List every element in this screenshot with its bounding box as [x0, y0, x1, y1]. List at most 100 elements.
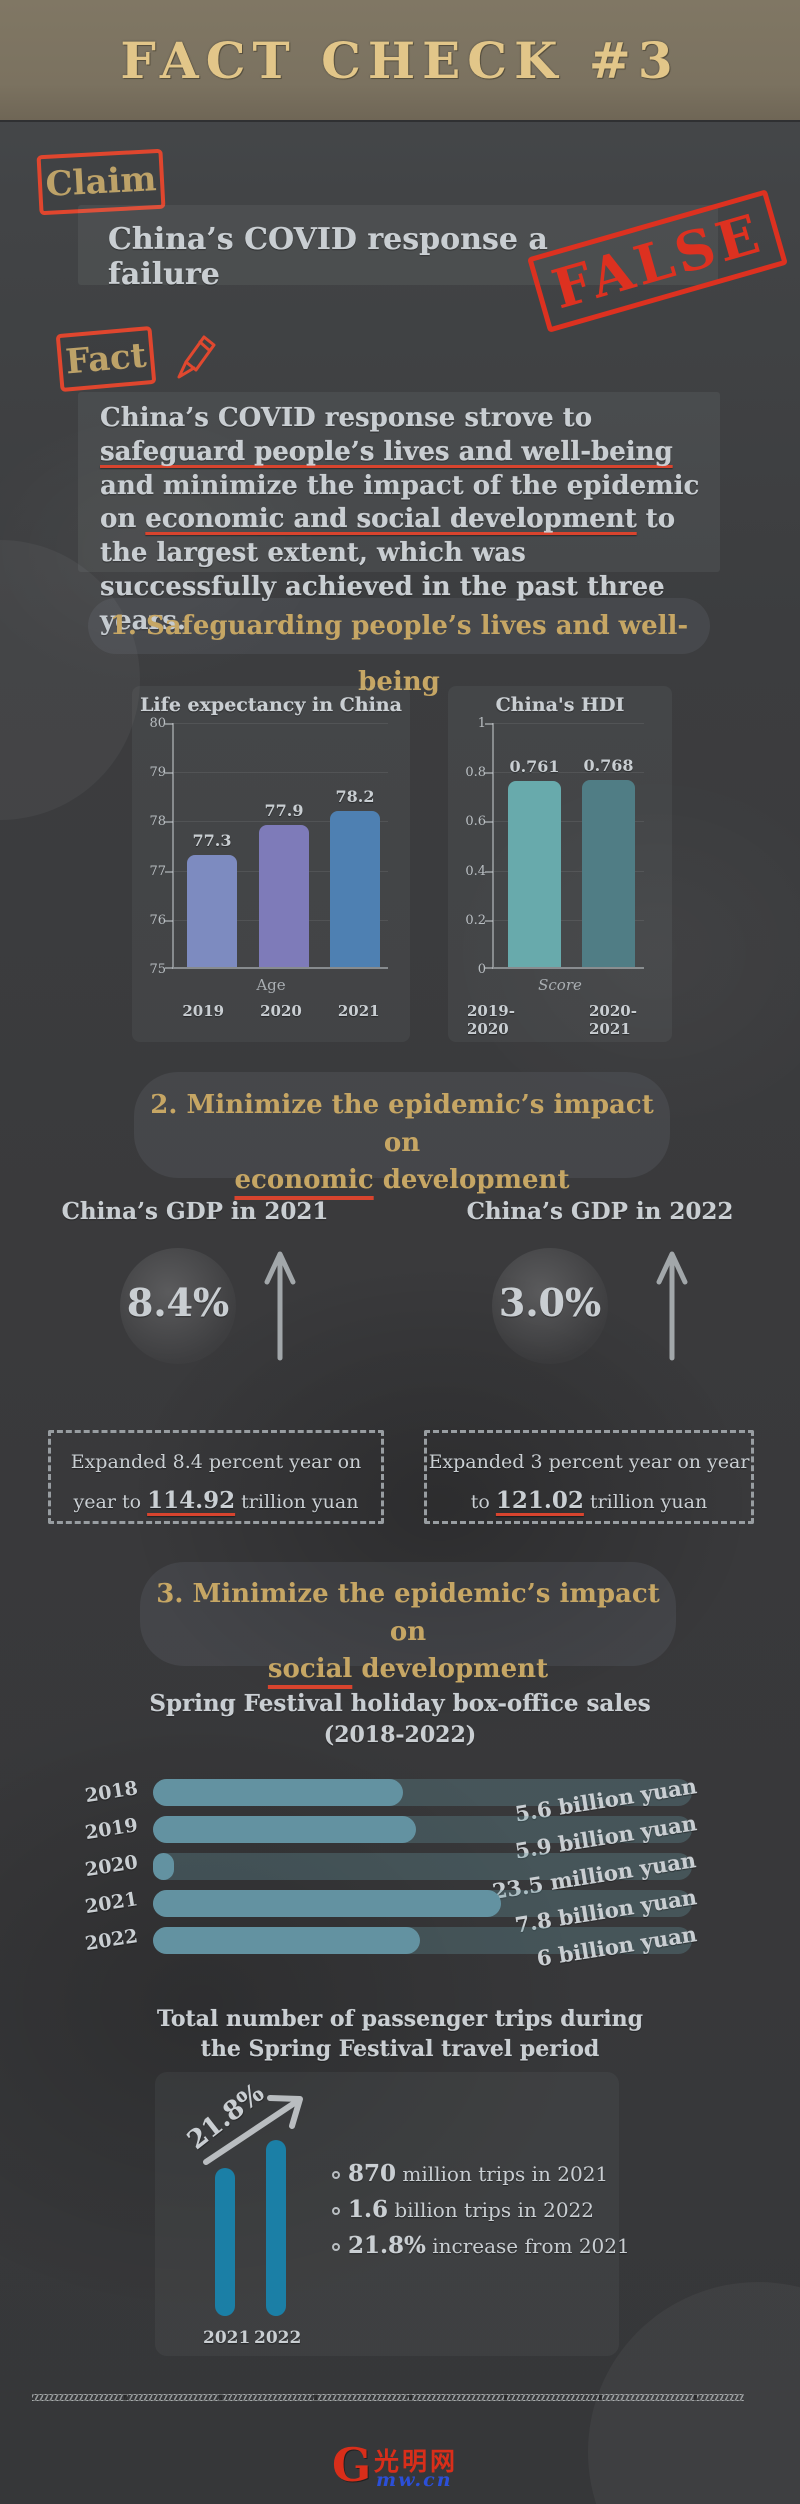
y-tick-label: 76 [149, 913, 166, 928]
fact-seg: and minimize the impact of the epidemic … [100, 470, 700, 535]
y-tick-label: 0.4 [465, 864, 486, 879]
gdp-2022-note-box: Expanded 3 percent year on year to 121.0… [424, 1430, 754, 1524]
trips-bar-2021 [215, 2168, 235, 2316]
plot-area: 77.3 77.9 78.2 [165, 723, 388, 969]
bullet-strong: 870 [348, 2160, 397, 2187]
bar-value-label: 77.9 [264, 801, 304, 821]
claim-text: China’s COVID response a failure [108, 222, 548, 292]
gridline [174, 772, 388, 773]
section3-title-rest: development [352, 1654, 549, 1685]
bullet-strong: 21.8% [348, 2232, 426, 2259]
tick-mark [485, 967, 493, 969]
gridline [494, 723, 644, 724]
gridline [174, 723, 388, 724]
gmw-logo: G 光明网 mw.cn [332, 2438, 482, 2498]
tick-mark [485, 723, 493, 725]
chart-life-expectancy: Life expectancy in China 80 79 78 77 76 … [132, 686, 410, 1042]
note-text: trillion yuan [235, 1491, 359, 1514]
bullet-ring-icon [332, 2171, 340, 2179]
trips-bar-2022 [266, 2140, 286, 2316]
gdp-2021-value: 8.4% [126, 1280, 230, 1325]
chart-hdi: China's HDI 1 0.8 0.6 0.4 0.2 0 0.761 0.… [448, 686, 672, 1042]
chart-title: China's HDI [495, 694, 625, 716]
trips-year-label: 2021 [203, 2328, 251, 2348]
note-highlight-value: 114.92 [147, 1487, 236, 1515]
footer-divider [32, 2394, 744, 2401]
trips-title-line2: the Spring Festival travel period [200, 2036, 600, 2062]
trips-year-label: 2022 [254, 2328, 302, 2348]
section1-heading: 1. Safeguarding people’s lives and well-… [88, 598, 710, 697]
tick-mark [165, 967, 173, 969]
bar-2019-2020 [508, 781, 561, 967]
hbar-track [153, 1816, 692, 1843]
boxoffice-title-line2: (2018-2022) [323, 1722, 477, 1748]
y-tick-label: 80 [149, 716, 166, 731]
gdp-2022-heading: China’s GDP in 2022 [466, 1198, 734, 1225]
tick-mark [485, 821, 493, 823]
legend-label: 2019 [182, 1002, 225, 1020]
legend-item: 2020 [240, 1002, 302, 1020]
hbar-track [153, 1853, 692, 1880]
bullet-text: million trips in 2021 [396, 2162, 609, 2186]
hbar-track [153, 1927, 692, 1954]
hbar-fill [153, 1816, 417, 1843]
gridline [174, 821, 388, 822]
claim-text-panel [78, 205, 718, 285]
underlined-phrase: economic and social development [145, 504, 637, 535]
legend-item: 2019 [162, 1002, 224, 1020]
y-tick-label: 0.6 [465, 814, 486, 829]
fact-paragraph-panel [78, 392, 720, 572]
arrow-up-icon [656, 1251, 688, 1361]
tick-mark [485, 920, 493, 922]
section2-title-rest: development [373, 1165, 570, 1196]
tick-mark [485, 871, 493, 873]
tick-mark [165, 723, 173, 725]
bar-column: 0.768 [582, 723, 635, 967]
trips-title-line1: Total number of passenger trips during [157, 2006, 643, 2032]
gdp-2021-note-box: Expanded 8.4 percent year on year to 114… [48, 1430, 384, 1524]
hbar-year-label: 2018 [83, 1777, 140, 1808]
tick-mark [165, 920, 173, 922]
y-tick-label: 78 [149, 814, 166, 829]
hbar-year-label: 2021 [83, 1888, 140, 1919]
tick-mark [165, 871, 173, 873]
fact-seg: China’s COVID response strove to [100, 403, 593, 433]
legend-swatch [318, 1004, 332, 1018]
section2-title-line1: 2. Minimize the epidemic’s impact on [150, 1090, 654, 1158]
trend-arrow-icon [203, 2095, 303, 2165]
y-tick-label: 77 [149, 864, 166, 879]
y-tick-label: 0 [477, 962, 486, 977]
hbar-year-label: 2019 [83, 1814, 140, 1845]
bg-circle [588, 2282, 800, 2504]
gdp-2021-heading: China’s GDP in 2021 [61, 1198, 329, 1225]
legend-swatch [570, 1013, 583, 1027]
bar-column: 77.9 [259, 723, 309, 967]
hbar-track [153, 1890, 692, 1917]
gridline [494, 772, 644, 773]
logo-g: G [332, 2438, 372, 2492]
bar-2019 [187, 854, 237, 967]
logo-cn-text: 光明网 [374, 2447, 459, 2476]
bullet-item: 1.6 billion trips in 2022 [332, 2196, 672, 2223]
masthead: FACT CHECK #3 [0, 0, 800, 122]
gridline [494, 821, 644, 822]
bar-value-label: 78.2 [335, 786, 375, 806]
note-line2: year to 114.92 trillion yuan [51, 1480, 381, 1523]
section1-title: 1. Safeguarding people’s lives and well-… [109, 611, 689, 697]
bar-value-label: 0.761 [509, 757, 560, 777]
y-tick-label: 0.2 [465, 913, 486, 928]
y-tick-label: 75 [149, 962, 166, 977]
boxoffice-title-line1: Spring Festival holiday box-office sales [149, 1690, 651, 1717]
legend-swatch [240, 1004, 254, 1018]
bar-column: 78.2 [330, 723, 380, 967]
legend-label: 2020 [260, 1002, 302, 1020]
bar-2021 [330, 810, 380, 967]
page-title: FACT CHECK #3 [120, 30, 680, 90]
legend-item: 2021 [318, 1002, 380, 1020]
bullet-item: 870 million trips in 2021 [332, 2160, 672, 2187]
gridline [494, 871, 644, 872]
hbar-fill [153, 1890, 501, 1917]
gridline [494, 920, 644, 921]
arrow-up-icon [264, 1251, 296, 1361]
section2-heading: 2. Minimize the epidemic’s impact on eco… [134, 1072, 670, 1195]
